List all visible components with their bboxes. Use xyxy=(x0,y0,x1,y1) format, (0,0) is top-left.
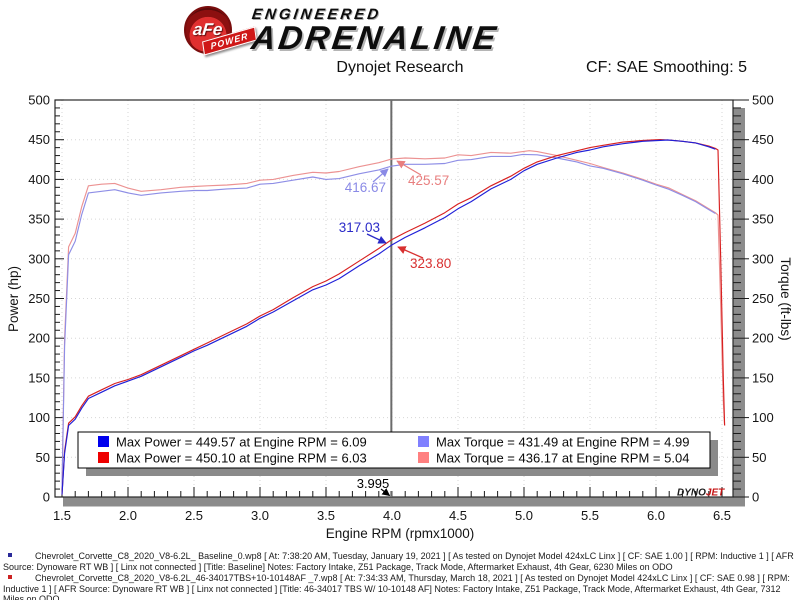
afe-power-brand: aFe POWER ENGINEERED ADRENALINE xyxy=(184,4,501,56)
legend-swatch xyxy=(418,452,429,463)
svg-text:4.0: 4.0 xyxy=(383,508,401,523)
svg-text:450: 450 xyxy=(28,132,50,147)
svg-text:Max Torque = 431.49 at Engine: Max Torque = 431.49 at Engine RPM = 4.99 xyxy=(436,435,689,450)
svg-text:350: 350 xyxy=(752,212,774,227)
svg-text:300: 300 xyxy=(752,251,774,266)
svg-text:3.5: 3.5 xyxy=(317,508,335,523)
curve-torque_baseline xyxy=(61,153,716,490)
svg-text:450: 450 xyxy=(752,132,774,147)
svg-text:3.0: 3.0 xyxy=(251,508,269,523)
legend-swatch xyxy=(418,436,429,447)
svg-text:3.995: 3.995 xyxy=(357,476,390,491)
brand-text: ENGINEERED ADRENALINE xyxy=(249,4,501,56)
run-file-entry-modified: Chevrolet_Corvette_C8_2020_V8-6.2L_46-34… xyxy=(0,573,797,600)
svg-text:416.67: 416.67 xyxy=(345,180,386,195)
svg-text:Torque (ft-lbs): Torque (ft-lbs) xyxy=(778,257,793,340)
legend: Max Power = 449.57 at Engine RPM = 6.09M… xyxy=(77,431,718,476)
adrenaline-label: ADRENALINE xyxy=(249,19,501,56)
svg-text:323.80: 323.80 xyxy=(410,256,451,271)
svg-text:5.5: 5.5 xyxy=(581,508,599,523)
svg-text:100: 100 xyxy=(752,410,774,425)
svg-text:Power (hp): Power (hp) xyxy=(6,266,21,332)
svg-text:4.5: 4.5 xyxy=(449,508,467,523)
svg-text:150: 150 xyxy=(28,370,50,385)
svg-text:400: 400 xyxy=(752,172,774,187)
cursor-label: 3.995 xyxy=(350,476,396,496)
svg-text:250: 250 xyxy=(28,291,50,306)
run-file-entry-baseline: Chevrolet_Corvette_C8_2020_V8-6.2L_ Base… xyxy=(0,551,797,572)
svg-text:Max Power = 450.10 at Engine R: Max Power = 450.10 at Engine RPM = 6.03 xyxy=(116,451,367,466)
modified-bullet-icon xyxy=(8,575,12,579)
svg-text:300: 300 xyxy=(28,251,50,266)
dynojet-logo: DYNOJET xyxy=(677,488,725,499)
svg-text:2.0: 2.0 xyxy=(119,508,137,523)
legend-swatch xyxy=(98,436,109,447)
svg-text:6.5: 6.5 xyxy=(713,508,731,523)
smoothing-label: CF: SAE Smoothing: 5 xyxy=(586,59,747,76)
svg-text:50: 50 xyxy=(36,450,50,465)
axis-tick-labels: 0 0 50 50 100 100 150 150 200 200 250 250 300 300 350 3… xyxy=(28,93,774,524)
cursor-annotations: 416.67 425.57 317.03 323.80 xyxy=(339,160,451,271)
svg-text:Max Power = 449.57 at Engine R: Max Power = 449.57 at Engine RPM = 6.09 xyxy=(116,435,367,450)
dyno-chart[interactable]: 0 0 50 50 100 100 150 150 200 200 250 250 300 300 350 3… xyxy=(0,93,800,555)
svg-text:150: 150 xyxy=(752,370,774,385)
svg-text:Max Torque = 436.17 at Engine: Max Torque = 436.17 at Engine RPM = 5.04 xyxy=(436,451,689,466)
plot-shadow xyxy=(63,108,745,507)
svg-text:425.57: 425.57 xyxy=(408,173,449,188)
svg-text:50: 50 xyxy=(752,450,766,465)
legend-swatch xyxy=(98,452,109,463)
baseline-bullet-icon xyxy=(8,553,12,557)
svg-text:100: 100 xyxy=(28,410,50,425)
svg-text:350: 350 xyxy=(28,212,50,227)
svg-text:6.0: 6.0 xyxy=(647,508,665,523)
run-file-list: Chevrolet_Corvette_C8_2020_V8-6.2L_ Base… xyxy=(0,551,797,600)
curve-power_baseline xyxy=(61,139,716,495)
run-file-text: Chevrolet_Corvette_C8_2020_V8-6.2L_46-34… xyxy=(3,573,790,600)
run-file-text: Chevrolet_Corvette_C8_2020_V8-6.2L_ Base… xyxy=(3,551,794,572)
svg-text:317.03: 317.03 xyxy=(339,220,380,235)
dyno-chart-svg[interactable]: 0 0 50 50 100 100 150 150 200 200 250 250 300 300 350 3… xyxy=(0,93,800,555)
svg-text:Engine RPM (rpmx1000): Engine RPM (rpmx1000) xyxy=(326,526,475,541)
svg-text:400: 400 xyxy=(28,172,50,187)
chart-title: Dynojet Research xyxy=(336,59,464,76)
curve-torque_new xyxy=(61,150,726,490)
svg-text:2.5: 2.5 xyxy=(185,508,203,523)
svg-text:5.0: 5.0 xyxy=(515,508,533,523)
svg-text:0: 0 xyxy=(43,490,50,505)
svg-text:200: 200 xyxy=(28,331,50,346)
afe-power-logo: aFe POWER xyxy=(184,4,257,56)
svg-text:500: 500 xyxy=(28,95,50,108)
svg-text:500: 500 xyxy=(752,95,774,108)
svg-text:0: 0 xyxy=(752,490,759,505)
curves xyxy=(61,139,726,495)
svg-text:200: 200 xyxy=(752,331,774,346)
svg-text:250: 250 xyxy=(752,291,774,306)
svg-text:1.5: 1.5 xyxy=(53,508,71,523)
